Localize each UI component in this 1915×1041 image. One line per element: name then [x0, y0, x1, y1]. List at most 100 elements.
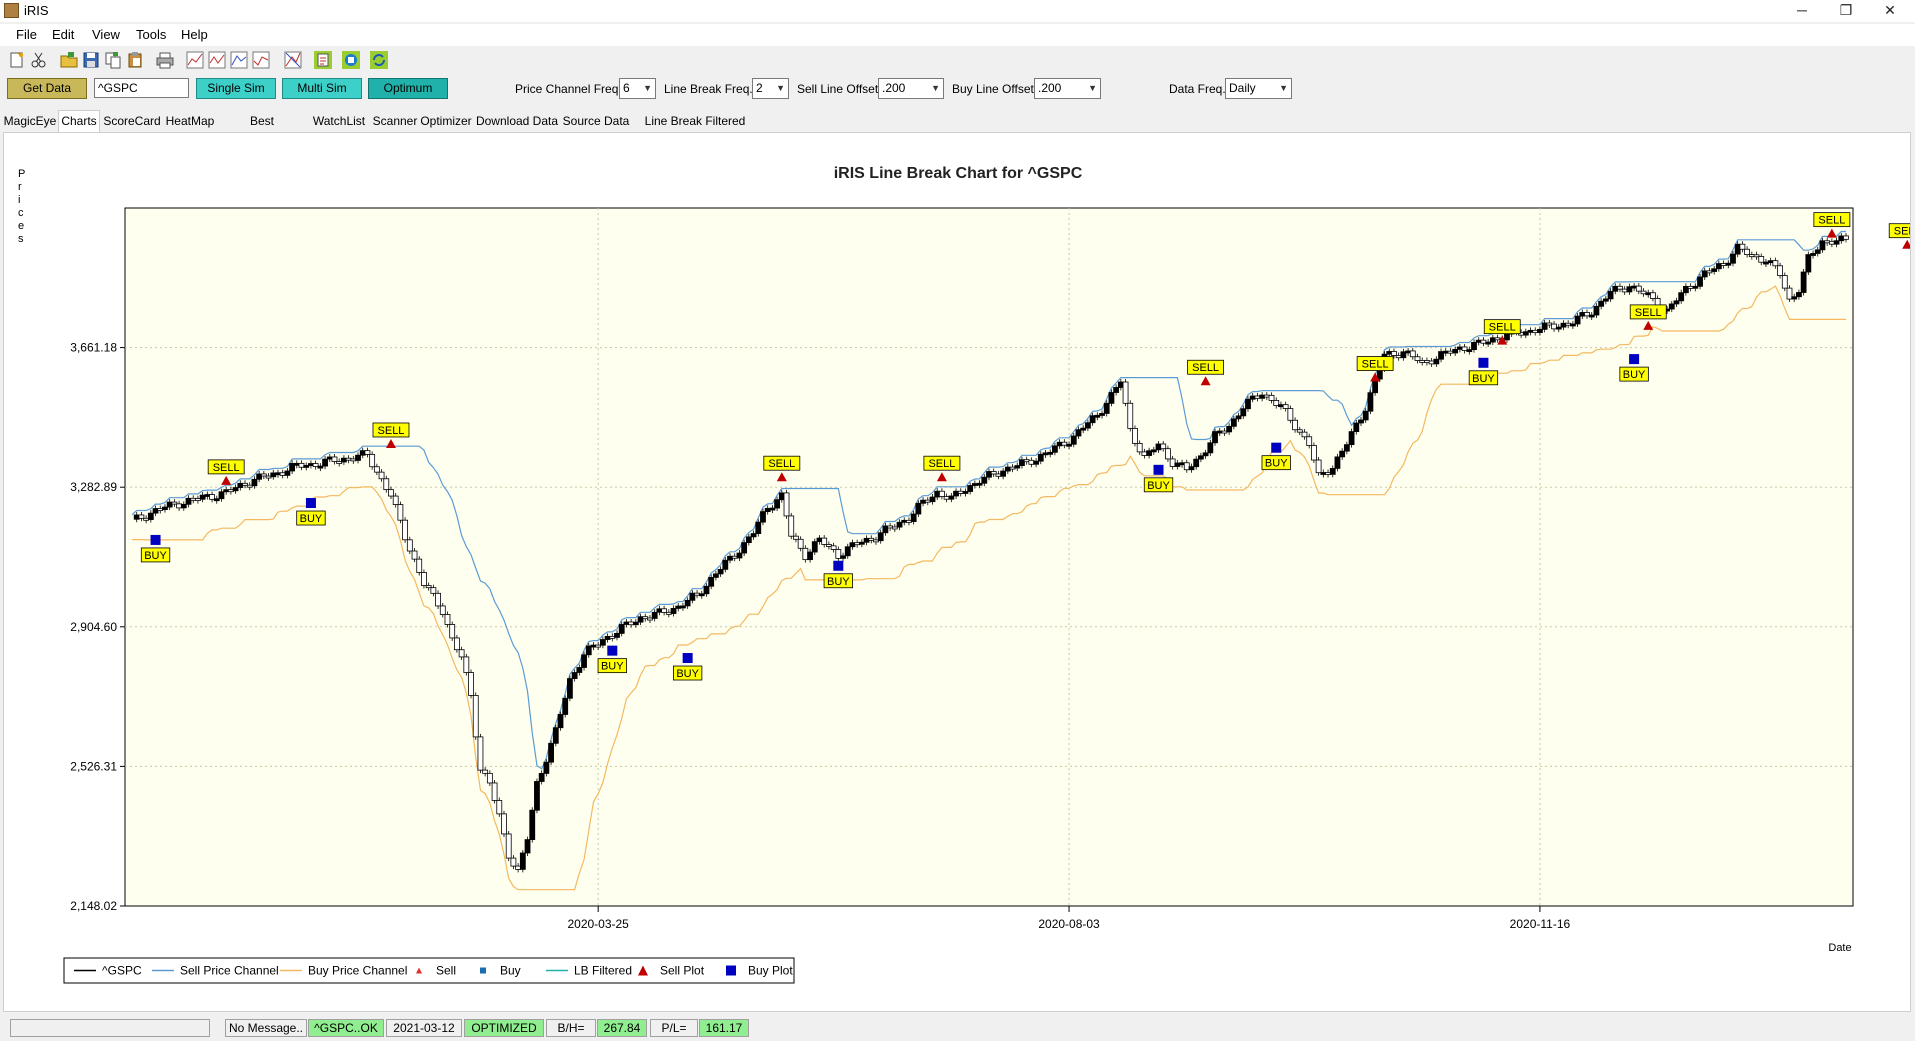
price-candle: [519, 852, 526, 870]
price-candle: [1678, 292, 1685, 302]
tab-scanner[interactable]: Scanner: [372, 114, 418, 128]
buy-label-text: BUY: [676, 668, 699, 680]
price-candle: [1103, 402, 1110, 414]
menu-file[interactable]: File: [16, 27, 37, 42]
price-candle: [1132, 428, 1138, 444]
price-candle: [1720, 263, 1727, 266]
tab-watchlist[interactable]: WatchList: [312, 114, 366, 128]
paste-icon[interactable]: [126, 51, 144, 69]
menu-tools[interactable]: Tools: [136, 27, 167, 42]
copy-icon[interactable]: [104, 51, 122, 69]
price-candle: [1843, 235, 1849, 240]
restore-button[interactable]: ❐: [1839, 2, 1853, 18]
price-candle: [364, 450, 371, 455]
sell-label-text: SELL: [1192, 362, 1219, 374]
price-candle: [1358, 419, 1364, 424]
tab-source-data[interactable]: Source Data: [562, 114, 630, 128]
price-candle: [1202, 452, 1209, 457]
price-candle: [689, 592, 696, 601]
sell-offset-select[interactable]: .200 ▼: [878, 78, 944, 99]
sell-label-text: SELL: [1362, 359, 1389, 371]
price-candle: [877, 532, 884, 542]
price-candle: [1612, 285, 1619, 292]
chart-scatter-icon[interactable]: [284, 51, 302, 69]
line-break-select[interactable]: 2 ▼: [752, 78, 789, 99]
cut-icon[interactable]: [30, 51, 48, 69]
tab-scorecard[interactable]: ScoreCard: [103, 114, 161, 128]
price-candle: [246, 484, 253, 488]
price-candle: [1052, 445, 1058, 453]
stop-icon[interactable]: [342, 51, 360, 69]
chart-line-icon[interactable]: [186, 51, 204, 69]
menu-edit[interactable]: Edit: [52, 27, 75, 42]
price-candle: [1226, 425, 1233, 433]
price-candle: [199, 494, 206, 500]
price-candle: [755, 521, 762, 534]
price-candle: [1296, 429, 1303, 433]
single-sim-button[interactable]: Single Sim: [196, 78, 276, 99]
tab-magiceye[interactable]: MagicEye: [3, 114, 57, 128]
chart-line2-icon[interactable]: [208, 51, 226, 69]
price-candle: [1452, 348, 1459, 354]
price-candle: [1428, 360, 1435, 365]
buy-label-text: BUY: [827, 576, 850, 588]
price-candle: [1414, 356, 1421, 361]
data-freq-select[interactable]: Daily ▼: [1225, 78, 1292, 99]
tab-download-data[interactable]: Download Data: [475, 114, 559, 128]
chart-line3-icon[interactable]: [230, 51, 248, 69]
price-candle: [971, 483, 978, 486]
tab-heatmap[interactable]: HeatMap: [165, 114, 215, 128]
price-candle: [1744, 248, 1751, 256]
price-candle: [425, 585, 432, 589]
print-icon[interactable]: [156, 51, 174, 69]
menu-help[interactable]: Help: [181, 27, 208, 42]
price-candle: [614, 632, 620, 638]
price-candle: [680, 605, 686, 609]
price-candle: [1306, 436, 1313, 446]
price-channel-select[interactable]: 6 ▼: [619, 78, 656, 99]
price-candle: [143, 517, 150, 521]
price-candle: [1023, 459, 1030, 463]
close-button[interactable]: ✕: [1884, 2, 1896, 18]
menu-view[interactable]: View: [92, 27, 120, 42]
tab-charts[interactable]: Charts: [58, 110, 100, 133]
refresh-icon[interactable]: [370, 51, 388, 69]
price-candle: [152, 508, 159, 514]
get-data-button[interactable]: Get Data: [7, 78, 87, 99]
optimum-button[interactable]: Optimum: [368, 78, 448, 99]
price-candle: [1711, 268, 1718, 272]
price-candle: [1188, 466, 1195, 471]
price-candle: [844, 546, 851, 557]
minimize-button[interactable]: ─: [1797, 2, 1807, 18]
price-candle: [929, 496, 936, 503]
price-candle: [543, 761, 550, 774]
tab-best-parameters[interactable]: Best Parameters: [231, 114, 293, 146]
buy-offset-select[interactable]: .200 ▼: [1034, 78, 1101, 99]
tab-line-break-filtered-data[interactable]: Line Break Filtered Data: [644, 114, 746, 146]
price-candle: [1748, 254, 1755, 258]
sell-label-text: SELL: [768, 458, 795, 470]
save-icon[interactable]: [82, 51, 100, 69]
symbol-input[interactable]: ^GSPC: [94, 78, 189, 98]
chevron-down-icon: ▼: [931, 83, 940, 93]
tab-optimizer[interactable]: Optimizer: [420, 114, 472, 128]
price-candle: [1772, 260, 1779, 267]
report-icon[interactable]: [314, 51, 332, 69]
menu-bar: File Edit View Tools Help: [0, 24, 1915, 46]
open-icon[interactable]: [60, 51, 78, 69]
price-candle: [1828, 240, 1835, 245]
chart-line4-icon[interactable]: [252, 51, 270, 69]
price-candle: [896, 521, 903, 528]
buy-label-box: [597, 658, 627, 674]
price-candle: [816, 537, 823, 543]
price-candle: [411, 550, 418, 560]
price-candle: [656, 608, 663, 613]
price-candle: [435, 592, 441, 607]
price-candle: [1160, 443, 1167, 450]
new-icon[interactable]: [8, 51, 26, 69]
price-candle: [882, 525, 889, 534]
price-candle: [439, 605, 446, 615]
multi-sim-button[interactable]: Multi Sim: [282, 78, 362, 99]
price-candle: [1541, 322, 1548, 330]
